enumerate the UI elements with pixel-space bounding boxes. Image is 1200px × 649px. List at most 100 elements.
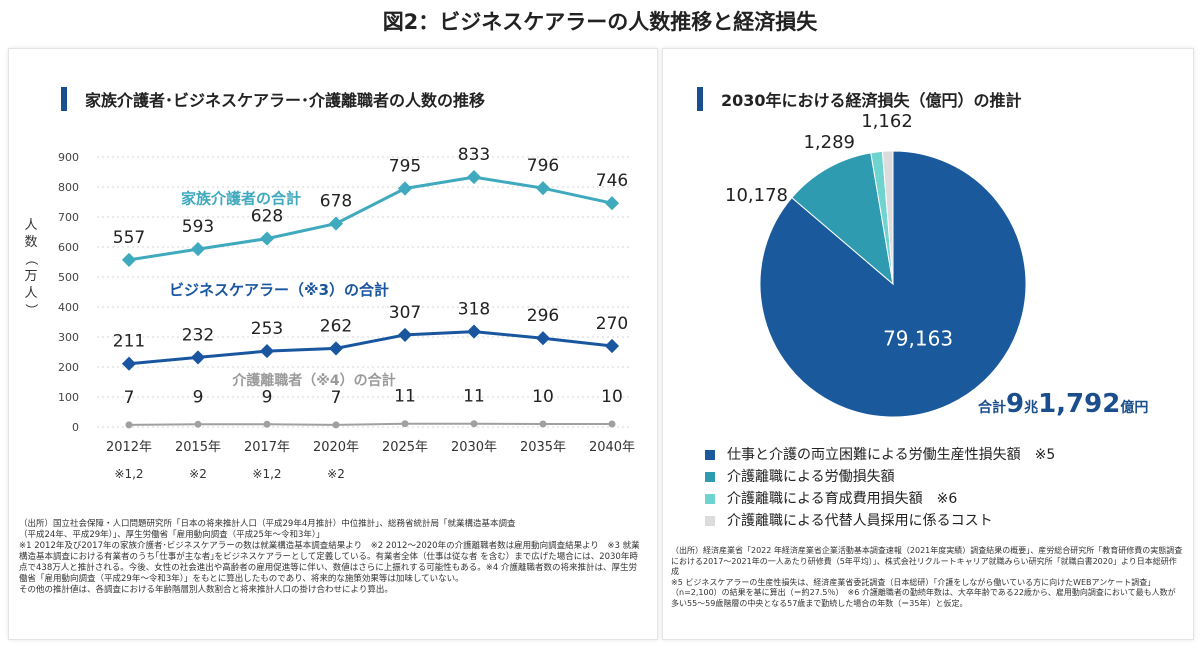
data-point-marker	[332, 421, 340, 429]
data-point-marker	[190, 242, 206, 257]
x-tick-note: ※1,2	[114, 467, 143, 481]
line-chart-panel: 家族介護者･ビジネスケアラー･介護離職者の人数の推移 0 100 200 300 400…	[8, 48, 658, 640]
data-point-marker	[121, 356, 137, 371]
legend-note: ※5	[1034, 447, 1056, 463]
legend-swatch	[705, 450, 715, 460]
pie-chart: 79,163 10,178 1,289 1,162	[725, 111, 1027, 418]
y-tick-label: 500	[58, 271, 79, 284]
data-point-marker	[121, 252, 137, 267]
legend-label: 介護離職による代替人員採用に係るコスト	[727, 513, 993, 529]
y-tick-label: 200	[58, 361, 79, 374]
y-axis-label: 人	[24, 218, 37, 233]
x-tick-label: 2015年	[175, 440, 221, 455]
slice-value-label: 79,163	[883, 326, 953, 350]
data-point-marker	[259, 344, 275, 359]
data-point-marker	[190, 350, 206, 365]
data-label: 9	[262, 387, 273, 407]
data-label: 10	[601, 387, 623, 407]
data-point-marker	[535, 181, 551, 196]
data-label: 746	[596, 171, 628, 191]
series-name-label: ビジネスケアラー（※3）の合計	[169, 281, 389, 299]
data-label: 833	[458, 145, 490, 165]
title-accent-bar	[61, 87, 67, 111]
legend-swatch	[705, 472, 715, 482]
data-point-marker	[328, 341, 344, 356]
data-point-marker	[328, 216, 344, 231]
y-tick-label: 400	[58, 301, 79, 314]
series-line	[128, 422, 612, 426]
data-label: 296	[527, 306, 559, 326]
x-tick-label: 2035年	[520, 440, 566, 455]
total-suffix: 億円	[1120, 400, 1149, 416]
total-prefix: 合計	[978, 400, 1006, 416]
data-point-marker	[259, 231, 275, 246]
x-tick-label: 2040年	[589, 440, 635, 455]
legend-swatch	[705, 516, 715, 526]
x-tick-note: ※2	[189, 467, 207, 481]
data-label: 678	[320, 192, 352, 212]
data-label: 7	[331, 388, 342, 408]
pie-slice	[881, 150, 894, 285]
data-point-marker	[539, 420, 547, 428]
data-label: 795	[389, 157, 421, 177]
x-tick-label: 2020年	[313, 440, 359, 455]
left-panel-title: 家族介護者･ビジネスケアラー･介護離職者の人数の推移	[61, 87, 486, 111]
legend-item: 介護離職による育成費用損失額 ※6	[705, 488, 1055, 510]
y-tick-label: 700	[58, 211, 79, 224]
y-axis-label: 人	[24, 286, 37, 301]
y-tick-label: 800	[58, 181, 79, 194]
left-panel-title-text: 家族介護者･ビジネスケアラー･介護離職者の人数の推移	[85, 91, 486, 110]
data-point-marker	[466, 170, 482, 185]
data-point-marker	[608, 420, 616, 428]
left-footnote: （出所）国立社会保障・人口問題研究所「日本の将来推計人口（平成29年4月推計）中…	[19, 519, 640, 595]
data-label: 557	[113, 228, 145, 248]
data-point-marker	[466, 324, 482, 339]
series-line	[128, 175, 613, 262]
legend-item: 仕事と介護の両立困難による労働生産性損失額 ※5	[705, 444, 1055, 466]
x-tick-label: 2025年	[382, 440, 428, 455]
data-label: 211	[113, 332, 145, 352]
legend-label: 介護離職による労働損失額	[727, 469, 895, 485]
right-panel-title-text: 2030年における経済損失（億円）の推計	[721, 91, 1022, 110]
data-label: 253	[251, 319, 283, 339]
data-label: 7	[124, 388, 135, 408]
legend-item: 介護離職による代替人員採用に係るコスト	[705, 510, 1055, 532]
data-label: 318	[458, 300, 490, 320]
total-amount: 合計9兆1,792億円	[978, 389, 1148, 419]
total-oku-value: 1,792	[1038, 389, 1121, 419]
x-tick-label: 2030年	[451, 440, 497, 455]
data-point-marker	[194, 420, 202, 428]
total-trillion-unit: 兆	[1024, 400, 1039, 416]
series-name-label: 家族介護者の合計	[181, 190, 301, 208]
data-point-marker	[397, 327, 413, 342]
data-point-marker	[401, 420, 409, 428]
data-label: 270	[596, 314, 628, 334]
series-line	[128, 330, 613, 366]
slice-value-label: 10,178	[725, 185, 788, 206]
data-point-marker	[604, 196, 620, 211]
pie-chart-panel: 2030年における経済損失（億円）の推計 79,163 10,178 1,289 1,…	[662, 48, 1194, 640]
right-footnote: （出所）経済産業省「2022 年経済産業省企業活動基本調査速報（2021年度実績…	[671, 546, 1183, 608]
data-label: 628	[251, 207, 283, 227]
x-tick-label: 2017年	[244, 440, 290, 455]
y-tick-label: 0	[72, 421, 79, 434]
slice-value-label: 1,162	[861, 111, 913, 132]
data-point-marker	[470, 420, 478, 428]
x-tick-note: ※2	[327, 467, 345, 481]
data-label: 262	[320, 316, 352, 336]
pie-slice	[791, 152, 894, 286]
data-point-marker	[397, 181, 413, 196]
slice-value-label: 1,289	[803, 132, 855, 153]
legend-note: ※6	[936, 491, 958, 507]
y-tick-label: 300	[58, 331, 79, 344]
x-tick-label: 2012年	[106, 440, 152, 455]
data-label: 11	[463, 387, 485, 407]
data-label: 307	[389, 303, 421, 323]
data-label: 796	[527, 156, 559, 176]
pie-legend: 仕事と介護の両立困難による労働生産性損失額 ※5 介護離職による労働損失額介護離職に…	[705, 444, 1055, 532]
right-panel-title: 2030年における経済損失（億円）の推計	[697, 87, 1022, 111]
y-tick-label: 100	[58, 391, 79, 404]
data-point-marker	[125, 421, 133, 429]
data-label: 593	[182, 217, 214, 237]
y-axis-label: （	[23, 252, 38, 265]
